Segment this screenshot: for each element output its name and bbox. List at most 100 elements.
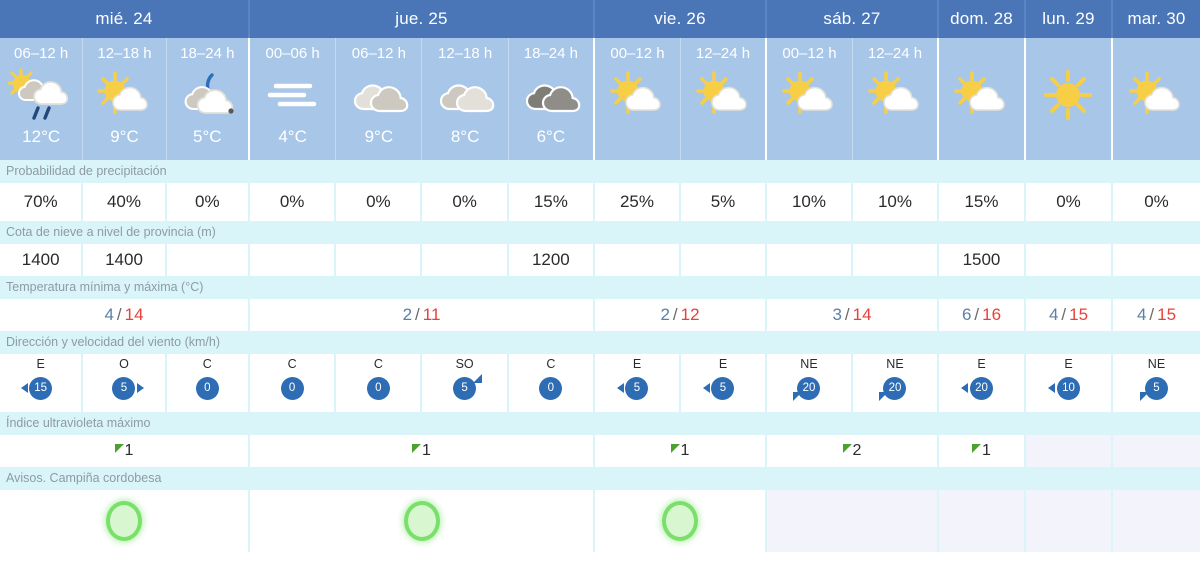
slot-hours-label: 12–24 h (695, 45, 751, 62)
wind-cell: E 10 (1025, 354, 1113, 412)
uv-index-cell: 1 (595, 435, 767, 467)
alert-level-green-icon[interactable] (662, 501, 698, 541)
slot-header-cell[interactable]: 12–24 h (681, 38, 767, 160)
snow-level-value (1112, 244, 1200, 276)
uv-index-label: Índice ultravioleta máximo (0, 412, 1200, 435)
temperature-separator: / (1061, 305, 1067, 324)
wind-label: Dirección y velocidad del viento (km/h) (0, 331, 1200, 354)
wind-arrow-left-icon (616, 383, 624, 393)
uv-index-cell: 2 (767, 435, 939, 467)
snow-level-value: 1200 (508, 244, 595, 276)
wind-cell: NE 20 (852, 354, 939, 412)
fog-icon (250, 64, 335, 126)
slot-header-cell[interactable]: 00–12 h (767, 38, 853, 160)
slot-hours-label: 06–12 h (14, 45, 69, 62)
wind-direction-label: C (546, 357, 556, 371)
wind-direction-label: C (202, 357, 212, 371)
slot-hours-label: 12–18 h (97, 45, 152, 62)
slot-header-cell[interactable]: 12–18 h 8°C (422, 38, 509, 160)
precipitation-value: 0% (1112, 183, 1200, 221)
day-header-cell[interactable]: jue. 25 (250, 0, 595, 38)
sun-cloud-icon (83, 64, 165, 126)
moon-cloud-icon (167, 64, 248, 126)
sun-cloud-icon (681, 64, 765, 126)
temperature-max: 12 (680, 305, 700, 324)
wind-badge-wrapper: 5 (442, 374, 488, 402)
wind-speed-badge: 5 (711, 376, 735, 400)
alerts-label: Avisos. Campiña cordobesa (0, 467, 1200, 490)
snow-level-value: 1500 (938, 244, 1026, 276)
day-header-cell[interactable]: mar. 30 (1113, 0, 1200, 38)
alert-cell[interactable] (250, 490, 595, 552)
wind-speed-badge: 5 (112, 376, 136, 400)
slot-hours-label: 18–24 h (180, 45, 235, 62)
temperature-row: 4/14 2/11 2/12 3/14 6/16 4/15 4/15 (0, 299, 1200, 331)
precipitation-value: 0% (249, 183, 337, 221)
uv-level-flag-icon (972, 443, 982, 453)
snow-level-value (766, 244, 853, 276)
wind-direction-label: NE (800, 357, 818, 371)
precipitation-label: Probabilidad de precipitación (0, 160, 1200, 183)
uv-index-value: 1 (422, 442, 431, 459)
temperature-min: 6 (961, 305, 972, 324)
alert-level-green-icon[interactable] (403, 501, 440, 541)
day-header-cell[interactable]: mié. 24 (0, 0, 250, 38)
slot-temperature: 8°C (450, 127, 480, 146)
slot-header-cell[interactable]: 12–24 h (853, 38, 939, 160)
day-header-cell[interactable]: sáb. 27 (767, 0, 939, 38)
uv-index-cell (1113, 435, 1200, 467)
slot-temperature: 9°C (110, 127, 139, 146)
temperature-cell: 4/15 (1026, 299, 1113, 331)
temperature-max: 16 (982, 305, 1002, 324)
precipitation-value: 25% (594, 183, 681, 221)
temperature-min: 2 (660, 305, 670, 324)
snow-level-label: Cota de nieve a nivel de provincia (m) (0, 221, 1200, 244)
wind-badge-wrapper: 20 (786, 374, 832, 402)
day-header-cell[interactable]: dom. 28 (939, 0, 1026, 38)
day-header-row: mié. 24 jue. 25 vie. 26 sáb. 27 dom. 28 lun. … (0, 0, 1200, 38)
alert-cell[interactable] (0, 490, 250, 552)
slot-header-cell[interactable]: 18–24 h 6°C (509, 38, 595, 160)
wind-direction-label: E (1064, 357, 1073, 371)
slot-header-cell[interactable]: 12–18 h 9°C (83, 38, 167, 160)
snow-level-value (1025, 244, 1113, 276)
slot-header-cell[interactable]: 06–12 h 9°C (336, 38, 423, 160)
wind-speed-badge: 5 (453, 376, 477, 400)
slot-header-cell[interactable] (1113, 38, 1200, 160)
alert-level-green-icon[interactable] (106, 501, 142, 541)
snow-level-value (680, 244, 767, 276)
wind-arrow-sw-icon (1140, 392, 1150, 401)
slot-header-cell[interactable] (939, 38, 1026, 160)
temperature-label: Temperatura mínima y máxima (°C) (0, 276, 1200, 299)
sun-cloud-icon (595, 64, 680, 126)
alert-cell (767, 490, 939, 552)
precipitation-value: 0% (166, 183, 250, 221)
day-header-cell[interactable]: lun. 29 (1026, 0, 1113, 38)
wind-arrow-left-icon (702, 383, 710, 393)
precipitation-value: 10% (852, 183, 939, 221)
slot-header-cell[interactable]: 06–12 h 12°C (0, 38, 84, 160)
wind-badge-wrapper: 5 (614, 374, 660, 402)
slot-header-cell[interactable]: 18–24 h 5°C (167, 38, 250, 160)
wind-cell: NE 5 (1112, 354, 1200, 412)
alerts-row (0, 490, 1200, 552)
sun-cloud-icon (1113, 64, 1200, 126)
day-label: mié. 24 (95, 9, 153, 28)
wind-badge-wrapper: 10 (1045, 374, 1091, 402)
slot-hours-label: 12–24 h (867, 45, 923, 62)
temperature-min: 4 (1136, 305, 1147, 324)
alert-cell[interactable] (595, 490, 767, 552)
wind-direction-label: NE (1147, 357, 1166, 371)
precipitation-value: 15% (938, 183, 1026, 221)
day-header-cell[interactable]: vie. 26 (595, 0, 767, 38)
slot-header-cell[interactable] (1026, 38, 1113, 160)
slot-header-cell[interactable]: 00–06 h 4°C (250, 38, 337, 160)
temperature-max: 14 (124, 305, 144, 324)
slot-header-cell[interactable]: 00–12 h (595, 38, 681, 160)
slot-temperature: 9°C (364, 127, 394, 146)
